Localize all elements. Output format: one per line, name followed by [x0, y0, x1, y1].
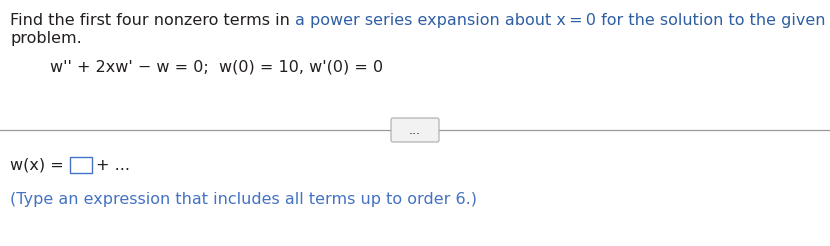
Text: (Type an expression that includes all terms up to order 6.): (Type an expression that includes all te… [10, 192, 477, 207]
Text: problem.: problem. [10, 31, 81, 46]
Text: + ...: + ... [96, 157, 129, 172]
Text: a power series expansion about x = 0 for the solution to the given initial value: a power series expansion about x = 0 for… [295, 13, 830, 28]
Text: w'' + 2xw' − w = 0;  w(0) = 10, w'(0) = 0: w'' + 2xw' − w = 0; w(0) = 10, w'(0) = 0 [50, 59, 383, 74]
FancyBboxPatch shape [70, 157, 92, 173]
Text: w(x) =: w(x) = [10, 157, 69, 172]
FancyBboxPatch shape [391, 118, 439, 142]
Text: ...: ... [409, 123, 421, 137]
Text: Find the first four nonzero terms in: Find the first four nonzero terms in [10, 13, 295, 28]
